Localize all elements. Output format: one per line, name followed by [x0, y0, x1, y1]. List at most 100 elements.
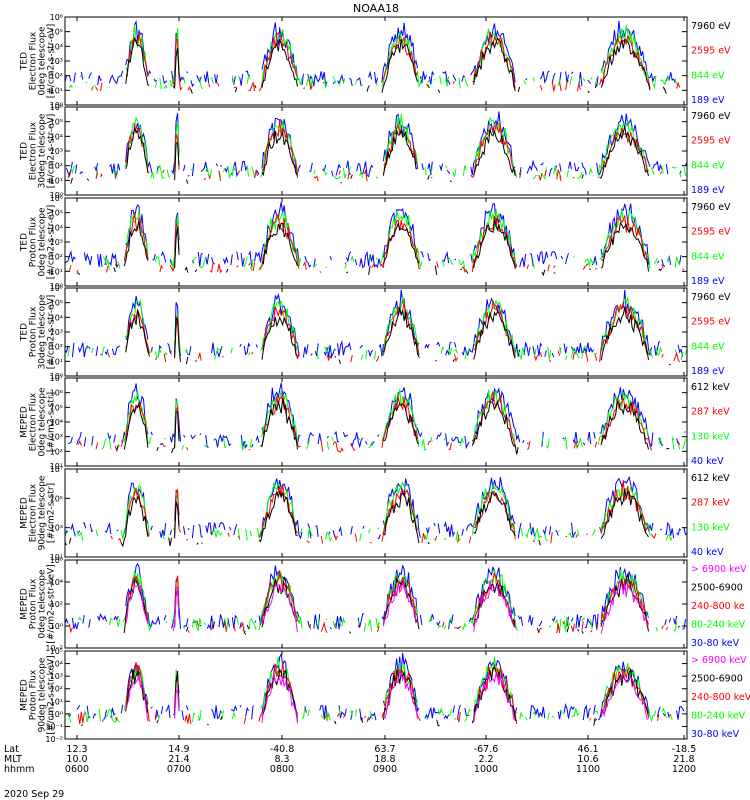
ytick-label: 10⁵ [50, 403, 63, 412]
ylabel-line: Proton Flux [29, 216, 39, 267]
time-row-label: MLT [4, 754, 22, 765]
series-meped-p-0-4 [65, 562, 686, 631]
panels: 10⁰ 10¹ 10² 10³ 10⁴ 10⁵ 10⁶ TED Electron Flux 0de… [20, 13, 750, 744]
ytick-label: 10⁷ [50, 465, 63, 474]
ytick-label: 10⁰ [50, 191, 63, 200]
ytick-label: 10² [50, 253, 63, 262]
time-axis-labels: Lat 12.3 14.9 -40.8 63.7 -67.6 46.1 -18.5 MLT 10.… [4, 744, 696, 775]
ytick-label: 10⁴ [50, 660, 63, 669]
time-row-value: 18.8 [374, 754, 395, 765]
series-meped-e-0-1 [78, 391, 685, 452]
time-row-label: hhmm [4, 764, 35, 775]
ytick-label: 10⁴ [50, 132, 63, 141]
series-meped-e-0-3 [67, 382, 686, 450]
legend-entry: 287 keV [691, 407, 730, 418]
legend-entry: 30-80 keV [691, 729, 740, 740]
legend-entry: 287 keV [691, 498, 730, 509]
time-row-label: Lat [4, 744, 19, 755]
legend-entry: 7960 eV [691, 202, 731, 213]
ytick-label: 10¹ [50, 357, 63, 366]
ylabel-line: [#/cm2-s-str-eV] [47, 24, 57, 99]
traces-meped-p-90 [68, 653, 687, 726]
ytick-label: 10⁶ [50, 103, 63, 112]
legend-entry: > 6900 keV [691, 564, 747, 575]
ytick-label: 10³ [50, 238, 63, 247]
traces-ted-e-30 [67, 111, 687, 184]
ytick-label: 10² [50, 447, 63, 456]
series-meped-e-90-3 [65, 475, 687, 540]
legend-entry: 2500-6900 [691, 583, 743, 594]
ylabel-line: TED [20, 233, 30, 252]
time-row-value: 0900 [373, 764, 397, 775]
panel-meped-p-90: 10⁻² 10⁻¹ 10⁰ 10¹ 10² 10³ 10⁴ 10⁵ MEPED Proton Fl… [20, 647, 750, 744]
time-row-value: 10.0 [66, 754, 87, 765]
legend-entry: 2595 eV [691, 227, 731, 238]
ytick-label: 10² [50, 162, 63, 171]
time-row-value: -18.5 [672, 744, 697, 755]
chart-title: NOAA18 [353, 2, 399, 15]
ytick-label: 10¹ [50, 86, 63, 95]
time-row-value: 10.6 [577, 754, 598, 765]
ytick-label: 10⁴ [50, 313, 63, 322]
time-row-value: 1200 [672, 764, 696, 775]
series-meped-e-90-2 [65, 483, 686, 541]
ytick-label: 10⁴ [50, 42, 63, 51]
panel-ted-p-30: 10⁰ 10¹ 10² 10³ 10⁴ 10⁵ 10⁶ TED Proton Flux 30deg… [20, 284, 732, 381]
series-meped-p-90-0 [125, 670, 649, 724]
ytick-label: 10⁰ [50, 282, 63, 291]
ylabel-line: [#/cm2-s-str-eV] [47, 114, 57, 189]
legend-entry: 80-240 keV [691, 620, 746, 631]
ytick-label: 10⁻¹ [45, 722, 63, 731]
ylabel-line: [#/cm2-s-str-keV] [47, 564, 57, 643]
traces-ted-p-0 [65, 202, 687, 275]
ytick-label: 10⁵ [50, 118, 63, 127]
series-meped-p-90-4 [67, 653, 685, 721]
legend-entry: 189 eV [691, 366, 725, 377]
ytick-label: 10⁰ [50, 710, 63, 719]
date-label: 2020 Sep 29 [4, 789, 64, 800]
series-ted-p-30-3 [65, 290, 686, 358]
ylabel-line: Electron Flux [29, 31, 39, 90]
ytick-label: 10² [50, 600, 63, 609]
ytick-label: 10⁵ [50, 494, 63, 503]
ytick-label: 10³ [50, 433, 63, 442]
legend-entry: 30-80 keV [691, 638, 740, 649]
legend-entry: 80-240 keV [691, 711, 746, 722]
legend-entry: 189 eV [691, 185, 725, 196]
ytick-label: 10⁷ [50, 374, 63, 383]
ylabel-line: TED [20, 323, 30, 342]
frame-ted-p-0 [64, 197, 688, 287]
legend-entry: 240-800 ke [691, 601, 745, 612]
frame-meped-e-0 [64, 377, 688, 467]
ylabel-line: Proton Flux [29, 306, 39, 357]
ytick-label: 10¹ [50, 553, 63, 562]
time-row-value: -40.8 [270, 744, 295, 755]
ytick-label: 10² [50, 685, 63, 694]
series-ted-e-30-2 [70, 113, 686, 180]
time-row-value: 46.1 [577, 744, 598, 755]
legend-entry: > 6900 keV [691, 655, 747, 666]
panel-meped-e-0: 10¹ 10² 10³ 10⁴ 10⁵ 10⁶ 10⁷ MEPED Electron Flux 0… [20, 374, 731, 471]
legend-entry: 189 eV [691, 276, 725, 287]
ytick-label: 10⁴ [50, 418, 63, 427]
ylabel-line: [#/cm2-s-str-eV] [47, 295, 57, 370]
series-ted-p-30-2 [67, 296, 687, 361]
ylabel-line: 0deg telescope [38, 207, 48, 277]
ylabel-line: MEPED [20, 588, 30, 620]
ylabel-line: 30deg telescope [38, 113, 48, 188]
ylabel-line: Proton Flux [29, 669, 39, 720]
traces-meped-e-0 [67, 382, 687, 455]
legend-entry: 844 eV [691, 251, 725, 262]
traces-ted-p-30 [65, 290, 687, 365]
time-row-value: -67.6 [474, 744, 499, 755]
frame-meped-e-90 [64, 468, 688, 558]
legend-entry: 2595 eV [691, 46, 731, 57]
ytick-label: 10² [50, 72, 63, 81]
time-row-value: 2.2 [478, 754, 493, 765]
legend-entry: 844 eV [691, 341, 725, 352]
ylabel-line: [#/cm2-s-str] [47, 392, 57, 452]
time-row-value: 63.7 [374, 744, 395, 755]
ytick-label: 10⁰ [50, 372, 63, 381]
panel-ted-e-0: 10⁰ 10¹ 10² 10³ 10⁴ 10⁵ 10⁶ TED Electron Flux 0de… [20, 13, 732, 110]
time-row-value: 0600 [65, 764, 89, 775]
